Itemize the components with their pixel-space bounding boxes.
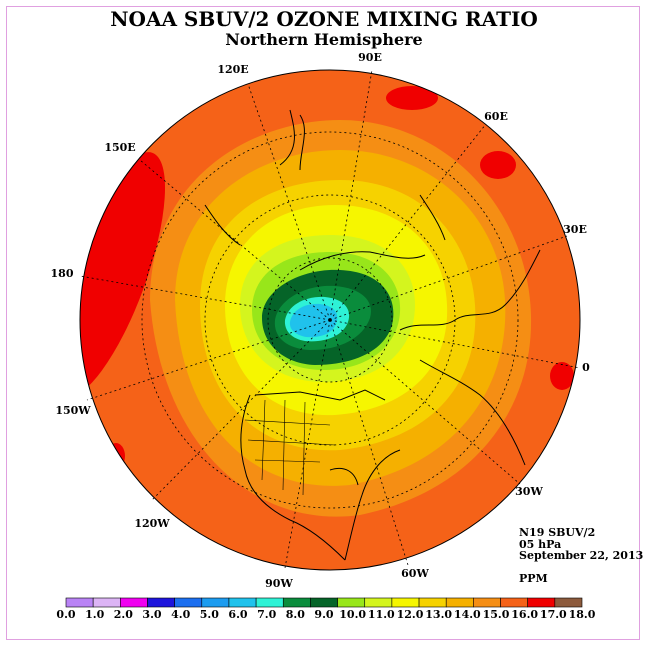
colorbar-tick-label: 4.0: [171, 608, 190, 621]
colorbar-tick-label: 13.0: [425, 608, 452, 621]
figure-frame: [6, 6, 640, 640]
colorbar-tick-label: 12.0: [397, 608, 424, 621]
colorbar-tick-label: 2.0: [114, 608, 133, 621]
colorbar-swatch: [554, 597, 583, 608]
colorbar-swatch: [174, 597, 203, 608]
colorbar-tick-label: 11.0: [368, 608, 395, 621]
colorbar-swatch: [120, 597, 148, 608]
longitude-labels: 90E 60E 30E 0 30W 60W 90W 120W 150W 180 …: [51, 51, 591, 590]
colorbar-tick-label: 10.0: [339, 608, 366, 621]
colorbar: 0.0 1.0 2.0 3.0 4.0 5.0 6.0 7.0 8.0 9.0 10.0 11.0 12…: [56, 597, 596, 621]
colorbar-tick-label: 6.0: [228, 608, 247, 621]
lon-label-120e: 120E: [217, 63, 248, 76]
colorbar-swatch: [500, 597, 528, 608]
colorbar-swatch: [201, 597, 230, 608]
lon-label-90e: 90E: [358, 51, 382, 64]
graticule: [79, 69, 581, 569]
high-ozone-patch: [80, 152, 166, 398]
colorbar-tick-label: 16.0: [511, 608, 538, 621]
coastlines: [204, 109, 541, 561]
high-ozone-patch: [480, 151, 516, 179]
colorbar-swatch: [527, 597, 556, 608]
colorbar-swatch: [473, 597, 501, 608]
info-units: PPM: [519, 572, 548, 585]
colorbar-swatch: [282, 597, 311, 608]
colorbar-swatch: [228, 597, 257, 608]
colorbar-swatch: [418, 597, 447, 608]
info-date: September 22, 2013: [519, 549, 643, 562]
high-ozone-patch: [550, 362, 574, 390]
high-ozone-patch: [386, 86, 438, 110]
colorbar-tick-label: 9.0: [314, 608, 333, 621]
lon-label-60w: 60W: [401, 567, 429, 580]
colorbar-swatch: [445, 597, 474, 608]
map-title: NOAA SBUV/2 OZONE MIXING RATIO: [110, 7, 538, 31]
colorbar-swatch: [391, 597, 420, 608]
lon-label-0: 0: [582, 361, 590, 374]
colorbar-tick-label: 8.0: [286, 608, 305, 621]
colorbar-swatch: [364, 597, 393, 608]
colorbar-tick-label: 15.0: [483, 608, 510, 621]
colorbar-tick-label: 14.0: [454, 608, 481, 621]
state-boundaries: [244, 399, 336, 496]
map-boundary: [79, 69, 581, 571]
colorbar-swatch: [65, 597, 94, 608]
map-subtitle: Northern Hemisphere: [225, 30, 422, 49]
lon-label-30e: 30E: [563, 223, 587, 236]
lon-label-150e: 150E: [104, 141, 135, 154]
colorbar-tick-label: 5.0: [200, 608, 219, 621]
colorbar-tick-label: 18.0: [569, 608, 596, 621]
info-satellite: N19 SBUV/2: [519, 526, 595, 539]
high-ozone-patch: [107, 443, 125, 469]
colorbar-swatch: [310, 597, 338, 608]
lon-label-30w: 30W: [515, 485, 543, 498]
colorbar-swatch: [255, 597, 284, 608]
info-level: 05 hPa: [519, 538, 561, 551]
colorbar-tick-label: 1.0: [85, 608, 104, 621]
colorbar-tick-label: 7.0: [257, 608, 276, 621]
colorbar-tick-label: 17.0: [540, 608, 567, 621]
lon-label-60e: 60E: [484, 110, 508, 123]
colorbar-tick-label: 3.0: [142, 608, 161, 621]
lon-label-120w: 120W: [134, 517, 170, 530]
colorbar-swatch: [147, 597, 175, 608]
colorbar-swatch: [92, 597, 121, 608]
colorbar-tick-label: 0.0: [56, 608, 75, 621]
lon-label-180: 180: [51, 267, 74, 280]
lon-label-150w: 150W: [55, 404, 91, 417]
colorbar-swatch: [337, 597, 366, 608]
lon-label-90w: 90W: [265, 577, 293, 590]
